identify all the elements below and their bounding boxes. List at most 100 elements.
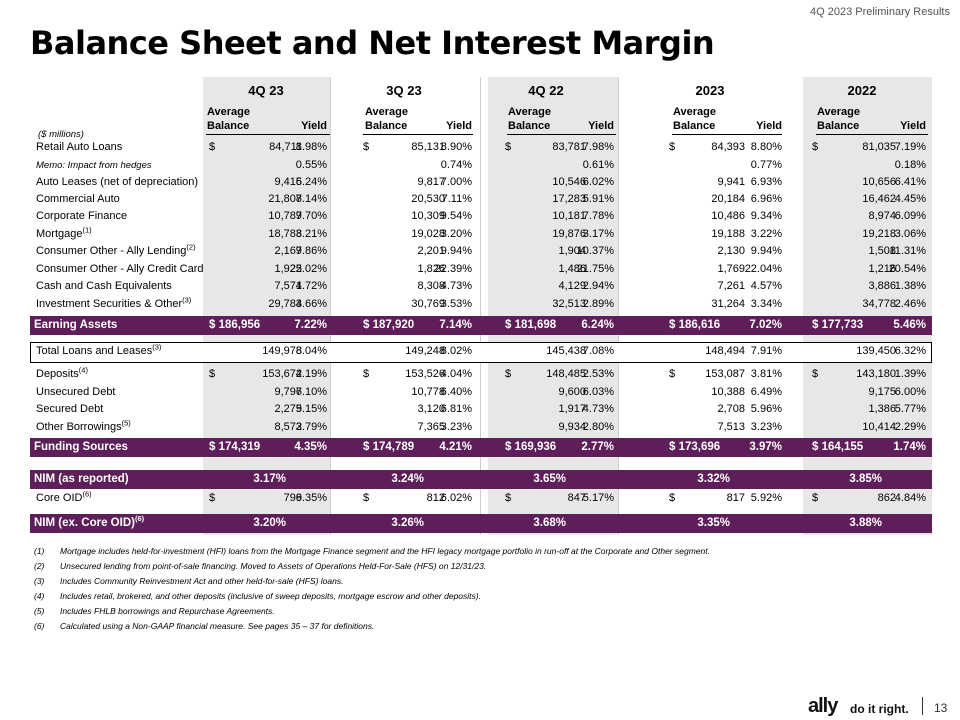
nim-value: 3.68% (533, 517, 566, 529)
avg-balance-value: 10,309 (411, 210, 445, 222)
footnote-text: Includes FHLB borrowings and Repurchase … (60, 606, 275, 616)
avg-balance-value: 8,308 (417, 280, 445, 292)
avg-balance-header: Average Balance (508, 105, 551, 133)
row-label-text: Funding Sources (34, 441, 128, 453)
dollar-sign: $ (505, 368, 512, 380)
footnote-text: Includes retail, brokered, and other dep… (60, 591, 481, 601)
avg-balance-value: 9,415 (274, 176, 302, 188)
avg-line1: Average (673, 106, 717, 118)
yield-value: 5.96% (750, 403, 782, 415)
avg-balance-value: 4,129 (558, 280, 586, 292)
row-label-text: Consumer Other - Ally Credit Card (36, 263, 204, 275)
yield-value: 7.98% (582, 141, 614, 153)
footnotes: (1) Mortgage includes held-for-investment… (34, 544, 710, 634)
avg-balance-value: 16,462 (862, 193, 896, 205)
nim-value: 3.65% (533, 473, 566, 485)
period-header: 2022 (847, 83, 877, 98)
avg-balance-value: 149,978 (262, 345, 302, 357)
yield-value: 7.19% (894, 141, 926, 153)
nim-reported-bar: NIM (as reported) 3.17% 3.24% 3.65% 3.32% 3.8… (30, 470, 932, 489)
yield-value: 4.84% (894, 492, 926, 504)
avg-balance-value: 85,131 (411, 141, 445, 153)
row-label: Mortgage(1) (36, 226, 92, 243)
row-label-text: NIM (as reported) (34, 473, 129, 485)
row-label-text: NIM (ex. Core OID) (34, 517, 135, 529)
avg-balance-value: 153,526 (405, 368, 445, 380)
avg-balance-value: 1,386 (868, 403, 896, 415)
row-label-text: Mortgage (36, 228, 83, 240)
footnote-marker: (3) (152, 342, 162, 352)
nim-ex-core-oid-bar: NIM (ex. Core OID)(6) 3.20% 3.26% 3.68% 3.35… (30, 514, 932, 533)
yield-header: Yield (756, 120, 782, 132)
yield-value: 3.20% (440, 228, 472, 240)
header-subtitle: 4Q 2023 Preliminary Results (809, 6, 950, 18)
total-yield-value: 7.14% (439, 319, 472, 331)
yield-value: 6.00% (894, 386, 926, 398)
avg-balance-value: 10,181 (552, 210, 586, 222)
footnote-number: (5) (34, 606, 45, 616)
dollar-sign: $ (363, 492, 370, 504)
yield-value: 22.02% (289, 263, 327, 275)
avg-balance-value: 9,817 (417, 176, 445, 188)
avg-balance-value: 7,513 (717, 421, 745, 433)
avg-line2: Balance (508, 120, 551, 132)
row-label-text: Auto Leases (net of depreciation) (36, 176, 199, 188)
table-row: Deposits(4) $153,672 4.19% $153,526 4.04% $14… (30, 366, 932, 383)
avg-balance-value: 1,917 (558, 403, 586, 415)
footnote: (5) Includes FHLB borrowings and Repurcha… (34, 604, 710, 619)
avg-balance-value: 18,788 (268, 228, 302, 240)
yield-value: 3.17% (582, 228, 614, 240)
yield-value: 8.80% (750, 141, 782, 153)
total-yield-value: 5.46% (893, 319, 926, 331)
row-label-text: Core OID (36, 492, 83, 504)
yield-value: 21.75% (576, 263, 614, 275)
yield-value: 3.81% (750, 368, 782, 380)
avg-balance-value: 1,769 (717, 263, 745, 275)
yield-value: 3.06% (894, 228, 926, 240)
table-row: Commercial Auto 21,808 7.14% 20,530 7.11% 17,… (30, 191, 932, 208)
avg-balance-value: 19,188 (711, 228, 745, 240)
row-label: Secured Debt (36, 401, 103, 418)
avg-line2: Balance (817, 120, 860, 132)
footnote-number: (1) (34, 546, 45, 556)
avg-balance-value: 153,087 (705, 368, 745, 380)
avg-balance-value: 2,201 (417, 245, 445, 257)
row-label: Core OID(6) (36, 490, 92, 507)
avg-balance-value: 2,167 (274, 245, 302, 257)
avg-line2: Balance (207, 120, 250, 132)
footnote-text: Calculated using a Non-GAAP financial me… (60, 621, 375, 631)
total-balance-value: $ 174,319 (209, 441, 261, 453)
yield-header: Yield (900, 120, 926, 132)
header-underline (363, 134, 473, 135)
ally-logo: ally (808, 695, 838, 717)
row-label: Other Borrowings(5) (36, 419, 131, 436)
header-underline (206, 134, 330, 135)
total-balance-value: $ 177,733 (812, 319, 864, 331)
row-label: Investment Securities & Other(3) (36, 296, 191, 313)
footnote-marker: (4) (78, 365, 88, 375)
footnote-number: (2) (34, 561, 45, 571)
footnote-marker: (2) (186, 242, 196, 252)
yield-value: 3.23% (440, 421, 472, 433)
yield-value: 22.39% (434, 263, 472, 275)
avg-balance-value: 10,388 (711, 386, 745, 398)
avg-balance-value: 1,826 (417, 263, 445, 275)
avg-balance-value: 817 (726, 492, 745, 504)
avg-line1: Average (207, 106, 251, 118)
row-label-text: Cash and Cash Equivalents (36, 280, 172, 292)
avg-balance-value: 19,876 (552, 228, 586, 240)
period-header: 2023 (695, 83, 725, 98)
yield-value: 4.72% (295, 280, 327, 292)
yield-value: 0.77% (750, 159, 782, 171)
footnote-marker: (1) (82, 225, 92, 235)
table-row: Other Borrowings(5) 8,572 3.79% 7,365 3.23% 9… (30, 419, 932, 436)
dollar-sign: $ (669, 492, 676, 504)
row-label: Consumer Other - Ally Lending(2) (36, 243, 196, 260)
yield-value: 7.14% (295, 193, 327, 205)
avg-balance-value: 10,486 (711, 210, 745, 222)
tagline: do it right. (850, 702, 909, 716)
row-label-text: Consumer Other - Ally Lending (36, 245, 187, 257)
yield-value: 6.93% (750, 176, 782, 188)
avg-balance-value: 1,486 (558, 263, 586, 275)
bar-label: Earning Assets (34, 316, 117, 335)
